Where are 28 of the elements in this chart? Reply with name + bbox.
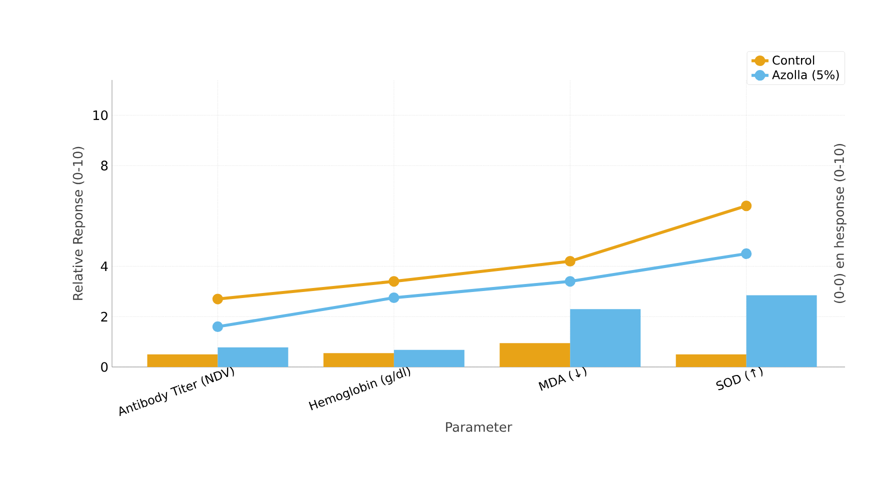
point bbox=[212, 294, 224, 304]
point bbox=[564, 256, 576, 267]
point bbox=[741, 200, 752, 212]
x-axis-title: Parameter bbox=[446, 422, 512, 432]
y-tick-label: 0 bbox=[101, 362, 108, 372]
bar bbox=[746, 295, 817, 367]
y-tick-label: 10 bbox=[93, 110, 108, 120]
x-tick-label: MDA (↓) bbox=[538, 366, 586, 391]
y2-axis-title: (0-0) en hesponse (0-10) bbox=[834, 144, 846, 304]
y-tick-label: 4 bbox=[100, 262, 108, 272]
legend-label: Azolla (5%) bbox=[772, 70, 839, 81]
legend-label: Control bbox=[772, 55, 814, 65]
bar bbox=[147, 354, 218, 367]
point bbox=[741, 248, 752, 259]
bar bbox=[323, 353, 394, 367]
bar bbox=[500, 343, 570, 367]
point bbox=[212, 321, 224, 332]
y-tick-label: 8 bbox=[101, 160, 108, 170]
bar bbox=[676, 354, 746, 367]
x-tick-label: SOD (↑) bbox=[716, 366, 762, 390]
point bbox=[388, 292, 400, 304]
bar bbox=[570, 309, 641, 367]
y-axis-title: Relative Reponse (0-10) bbox=[72, 146, 86, 300]
bar bbox=[218, 347, 288, 367]
point bbox=[564, 276, 576, 287]
bar bbox=[394, 350, 464, 367]
point bbox=[388, 276, 400, 287]
y-tick-label: 2 bbox=[101, 312, 108, 322]
